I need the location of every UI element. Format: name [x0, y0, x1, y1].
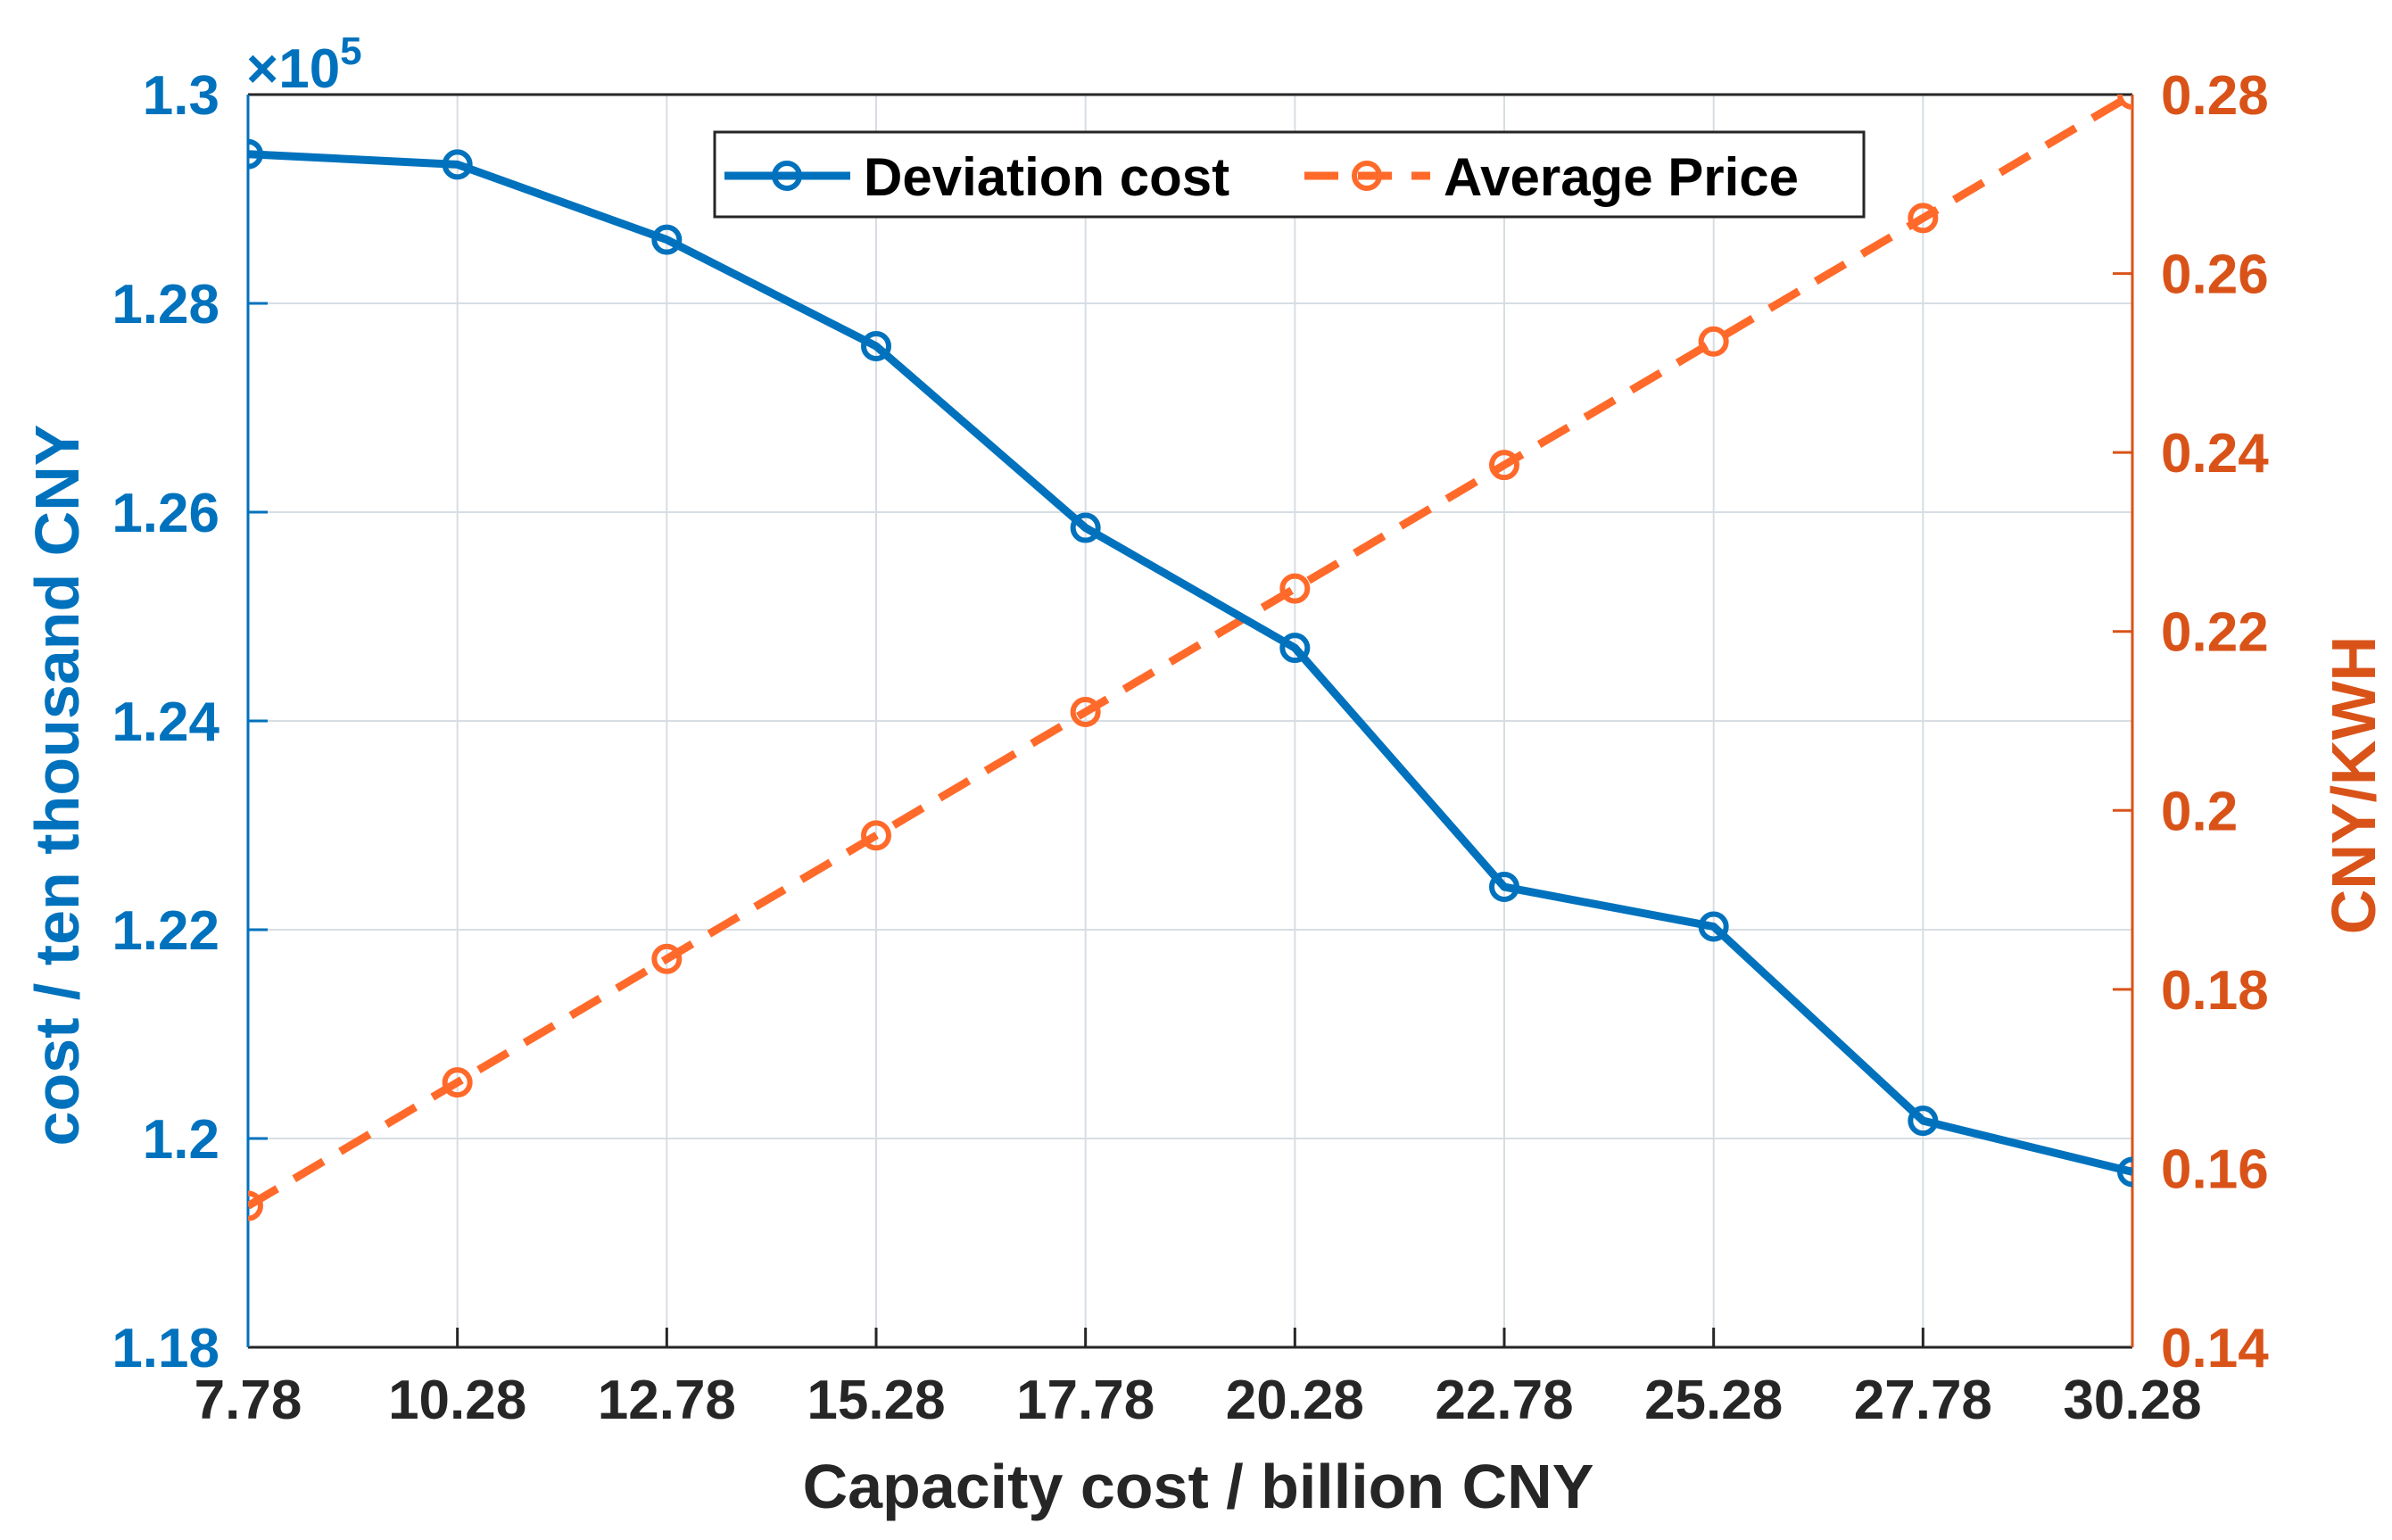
left-tick-label: 1.3 [143, 65, 219, 127]
x-tick-label: 15.28 [807, 1370, 945, 1431]
left-axis-exponent: ×105 [246, 29, 362, 100]
data-point-deviation-cost [1070, 512, 1101, 543]
left-tick-label: 1.2 [143, 1109, 219, 1171]
data-point-deviation-cost [1279, 633, 1311, 664]
data-point-average-price [1489, 450, 1519, 481]
svg-text:×105: ×105 [246, 29, 362, 100]
series-line-deviation-cost [248, 150, 2132, 1176]
series [248, 95, 2132, 1221]
right-tick-label: 0.16 [2161, 1138, 2269, 1200]
data-point-deviation-cost [1489, 872, 1519, 903]
right-tick-label: 0.14 [2161, 1318, 2269, 1379]
x-axis-label: Capacity cost / billion CNY [803, 1452, 1594, 1521]
series-deviation-cost [248, 138, 2132, 1188]
right-axis-label: CNY/KWH [2319, 636, 2388, 934]
x-tick-label: 27.78 [1854, 1370, 1992, 1431]
exponent-power: 5 [340, 29, 361, 73]
x-tick-label: 30.28 [2063, 1370, 2201, 1431]
tick-labels: 7.78 10.28 12.78 15.28 17.78 20.28 22.78 25.28 2… [112, 65, 2269, 1431]
left-tick-label: 1.22 [112, 900, 219, 962]
legend-marker-deviation-cost [772, 161, 802, 191]
data-point-average-price [651, 943, 683, 974]
x-tick-label: 25.28 [1644, 1370, 1783, 1431]
data-point-average-price [861, 820, 891, 851]
legend-label-deviation-cost: Deviation cost [864, 147, 1229, 207]
legend-box [713, 130, 1866, 219]
data-point-average-price [1279, 573, 1311, 604]
right-tick-label: 0.24 [2161, 423, 2269, 484]
series-average-price [248, 95, 2132, 1221]
data-point-deviation-cost [248, 138, 263, 170]
data-point-average-price [1698, 326, 1729, 357]
legend-marker-average-price [1352, 161, 1382, 191]
right-tick-label: 0.18 [2161, 960, 2269, 1022]
x-tick-label: 10.28 [388, 1370, 526, 1431]
x-tick-label: 22.78 [1435, 1370, 1573, 1431]
data-point-average-price [1070, 696, 1101, 727]
data-point-deviation-cost [2117, 1156, 2132, 1188]
legend: Deviation cost Average Price [713, 130, 1866, 219]
axes [246, 93, 2134, 1349]
x-tick-label: 7.78 [195, 1370, 302, 1431]
legend-label-average-price: Average Price [1444, 147, 1799, 207]
series-line-average-price [248, 95, 2132, 1210]
x-tick-label: 17.78 [1016, 1370, 1155, 1431]
x-tick-label: 20.28 [1226, 1370, 1364, 1431]
data-point-deviation-cost [442, 149, 473, 180]
data-point-deviation-cost [651, 224, 683, 255]
left-tick-label: 1.18 [112, 1318, 219, 1379]
left-axis-label: cost / ten thousand CNY [22, 425, 92, 1147]
data-point-average-price [248, 1190, 263, 1221]
right-tick-label: 0.26 [2161, 244, 2269, 306]
right-tick-label: 0.22 [2161, 602, 2269, 664]
right-tick-label: 0.28 [2161, 65, 2269, 127]
data-point-average-price [442, 1067, 473, 1098]
x-tick-label: 12.78 [598, 1370, 736, 1431]
data-point-deviation-cost [1908, 1105, 1939, 1137]
legend-entry-deviation-cost: Deviation cost [724, 147, 1229, 207]
legend-entry-average-price: Average Price [1304, 147, 1799, 207]
data-point-deviation-cost [1698, 911, 1729, 942]
right-tick-label: 0.2 [2161, 781, 2238, 842]
data-point-deviation-cost [861, 330, 891, 361]
exponent-prefix: ×10 [246, 38, 340, 100]
left-tick-label: 1.28 [112, 274, 219, 335]
left-tick-label: 1.24 [112, 691, 219, 753]
left-tick-label: 1.26 [112, 483, 219, 544]
data-point-average-price [1908, 203, 1939, 234]
